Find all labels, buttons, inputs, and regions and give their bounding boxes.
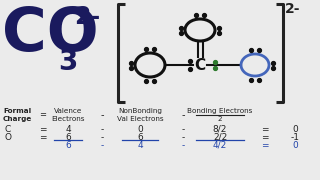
Text: 6: 6 bbox=[137, 133, 143, 142]
Text: Valence
Electrons: Valence Electrons bbox=[51, 108, 85, 122]
Text: 8/2: 8/2 bbox=[213, 125, 227, 134]
Text: 0: 0 bbox=[292, 141, 298, 150]
Text: 4: 4 bbox=[137, 141, 143, 150]
Text: =: = bbox=[39, 110, 46, 119]
Text: -: - bbox=[181, 141, 185, 150]
Text: =: = bbox=[39, 125, 47, 134]
Text: 2: 2 bbox=[218, 116, 222, 122]
Text: -: - bbox=[181, 125, 185, 134]
Text: 2-: 2- bbox=[285, 2, 300, 16]
Text: 2/2: 2/2 bbox=[213, 133, 227, 142]
Text: C: C bbox=[5, 125, 11, 134]
Text: -: - bbox=[100, 125, 104, 134]
Text: -: - bbox=[100, 133, 104, 142]
Text: -1: -1 bbox=[291, 133, 300, 142]
Text: =: = bbox=[39, 133, 47, 142]
Text: O: O bbox=[4, 133, 12, 142]
Text: =: = bbox=[261, 133, 269, 142]
Text: =: = bbox=[261, 125, 269, 134]
Text: -: - bbox=[100, 110, 104, 120]
Text: Bonding Electrons: Bonding Electrons bbox=[187, 108, 253, 114]
Text: 6: 6 bbox=[65, 141, 71, 150]
Text: 3: 3 bbox=[58, 48, 77, 76]
Text: 0: 0 bbox=[292, 125, 298, 134]
Text: 0: 0 bbox=[137, 125, 143, 134]
Text: NonBonding
Val Electrons: NonBonding Val Electrons bbox=[117, 108, 163, 122]
Text: Formal
Charge: Formal Charge bbox=[3, 108, 32, 122]
Text: 2-: 2- bbox=[74, 5, 100, 29]
Text: CO: CO bbox=[2, 5, 99, 64]
Text: 4: 4 bbox=[65, 125, 71, 134]
Text: 6: 6 bbox=[65, 133, 71, 142]
Text: -: - bbox=[100, 141, 104, 150]
Text: 4/2: 4/2 bbox=[213, 141, 227, 150]
Text: -: - bbox=[181, 133, 185, 142]
Text: -: - bbox=[181, 110, 185, 120]
Text: C: C bbox=[195, 57, 205, 73]
Text: =: = bbox=[261, 141, 269, 150]
